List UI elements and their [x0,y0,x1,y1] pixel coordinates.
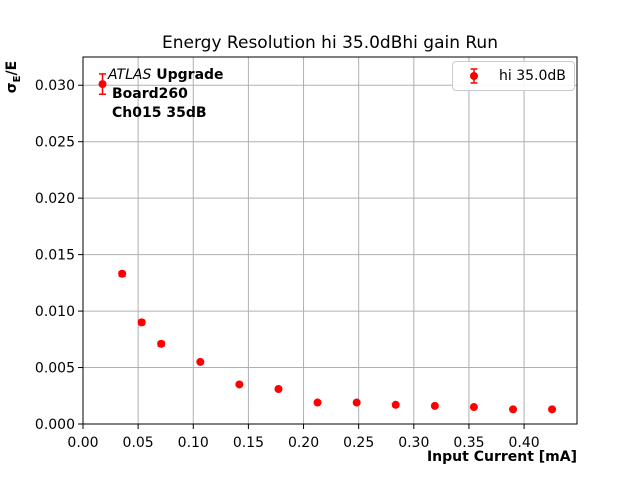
y-tick-label: 0.020 [35,191,75,207]
y-tick-label: 0.030 [35,78,75,94]
y-tick-label: 0.025 [35,135,75,151]
x-tick-label: 0.00 [67,435,98,451]
x-tick-label: 0.25 [343,435,374,451]
data-point [157,339,166,348]
y-axis-label-subscript: E [11,75,23,83]
y-tick-label: 0.015 [35,248,75,264]
x-axis-label: Input Current [mA] [426,449,577,465]
legend-errorbar-marker-icon [470,68,478,84]
annotation-line-3: Ch015 35dB [112,105,207,121]
x-tick-label: 0.35 [453,435,484,451]
x-tick-label: 0.30 [398,435,429,451]
axes-frame [82,56,578,425]
data-point [235,380,244,389]
data-point [196,357,205,366]
data-point [430,401,439,410]
data-point [274,384,283,393]
x-tick-label: 0.10 [178,435,209,451]
annotation-atlas: ATLAS Upgrade Board260 Ch015 35dB [108,66,224,123]
chart-title: Energy Resolution hi 35.0dBhi gain Run [162,33,498,53]
annotation-line-1: ATLAS Upgrade [108,66,224,85]
data-point [137,318,146,327]
y-tick-label: 0.005 [35,361,75,377]
annotation-atlas-italic: ATLAS [108,67,152,83]
annotation-upgrade-bold: Upgrade [151,67,224,83]
data-point [469,403,478,412]
y-axis-label: σE/E [4,55,23,99]
data-point [98,80,107,89]
x-tick-label: 0.20 [288,435,319,451]
legend: hi 35.0dB [452,61,575,91]
y-axis-label-suffix: /E [4,60,20,76]
y-tick-label: 0.010 [35,304,75,320]
annotation-line-2: Board260 [112,86,188,102]
data-point [352,398,361,407]
x-tick-label: 0.05 [123,435,154,451]
data-point [391,400,400,409]
data-point [313,398,322,407]
data-point [509,405,518,414]
x-tick-label: 0.15 [233,435,264,451]
data-point [118,269,127,278]
legend-label: hi 35.0dB [499,68,566,84]
data-point [548,405,557,414]
y-tick-label: 0.000 [35,417,75,433]
y-axis-label-sigma: σ [4,82,20,94]
x-tick-label: 0.40 [508,435,539,451]
